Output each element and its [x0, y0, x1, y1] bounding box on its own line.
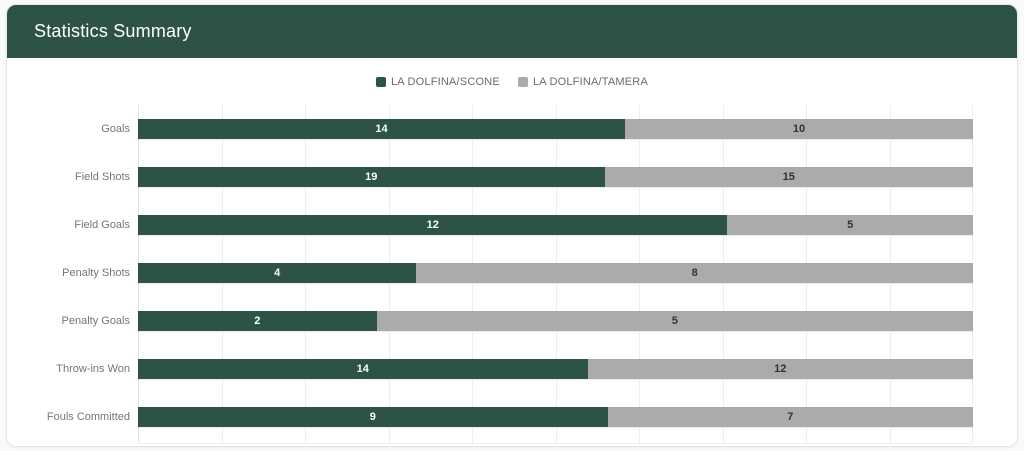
category-label: Fouls Committed [46, 411, 130, 423]
bar-segment[interactable]: 8 [416, 263, 973, 283]
bar-value-label: 10 [792, 123, 806, 135]
chart-container: LA DOLFINA/SCONE LA DOLFINA/TAMERA 14 10 19… [7, 58, 1017, 446]
bar-value-label: 15 [782, 171, 795, 183]
bar-row: 14 12 [138, 359, 973, 379]
plot-area: 14 10 19 15 12 5 4 8 2 5 14 12 9 7 [138, 105, 973, 444]
bar-value-label: 8 [691, 267, 698, 279]
category-label: Penalty Shots [62, 267, 130, 279]
card-header: Statistics Summary [7, 5, 1017, 58]
legend-swatch-icon [375, 77, 386, 87]
bar-segment[interactable]: 19 [138, 167, 605, 187]
bar-row: 14 10 [138, 119, 973, 139]
legend-label: LA DOLFINA/SCONE [390, 76, 500, 88]
bar-value-label: 9 [369, 411, 376, 423]
page-title: Statistics Summary [34, 21, 192, 41]
bar-row: 12 5 [138, 215, 973, 235]
bar-segment[interactable]: 2 [138, 311, 377, 331]
bar-segment[interactable]: 10 [625, 119, 973, 139]
legend-item[interactable]: LA DOLFINA/TAMERA [517, 76, 648, 88]
bar-value-label: 19 [365, 171, 378, 183]
legend-label: LA DOLFINA/TAMERA [532, 76, 648, 88]
bar-segment[interactable]: 5 [376, 311, 973, 331]
bar-row: 19 15 [138, 167, 973, 187]
bar-value-label: 2 [254, 315, 261, 327]
bar-value-label: 5 [671, 315, 678, 327]
bar-segment[interactable]: 4 [138, 263, 417, 283]
bar-value-label: 14 [356, 363, 369, 375]
bar-segment[interactable]: 14 [138, 359, 588, 379]
bar-value-label: 5 [847, 219, 854, 231]
category-label: Throw-ins Won [56, 363, 130, 375]
bar-segment[interactable]: 9 [138, 407, 608, 427]
bar-segment[interactable]: 12 [587, 359, 973, 379]
bar-value-label: 12 [426, 219, 439, 231]
category-label: Field Goals [74, 219, 130, 231]
bar-segment[interactable]: 15 [604, 167, 973, 187]
bar-value-label: 7 [787, 411, 794, 423]
legend-swatch-icon [517, 77, 528, 87]
bar-value-label: 14 [375, 123, 388, 135]
bar-value-label: 12 [774, 363, 787, 375]
bar-segment[interactable]: 7 [607, 407, 973, 427]
bar-segment[interactable]: 12 [138, 215, 728, 235]
category-label: Goals [101, 123, 130, 135]
legend-item[interactable]: LA DOLFINA/SCONE [375, 76, 500, 88]
category-label: Field Shots [74, 171, 130, 183]
category-label: Penalty Goals [61, 315, 130, 327]
chart-legend: LA DOLFINA/SCONE LA DOLFINA/TAMERA [7, 76, 1017, 88]
bar-value-label: 4 [274, 267, 281, 279]
statistics-summary-card: Statistics Summary LA DOLFINA/SCONE LA DO… [6, 4, 1018, 447]
bar-segment[interactable]: 14 [138, 119, 626, 139]
bar-segment[interactable]: 5 [727, 215, 973, 235]
